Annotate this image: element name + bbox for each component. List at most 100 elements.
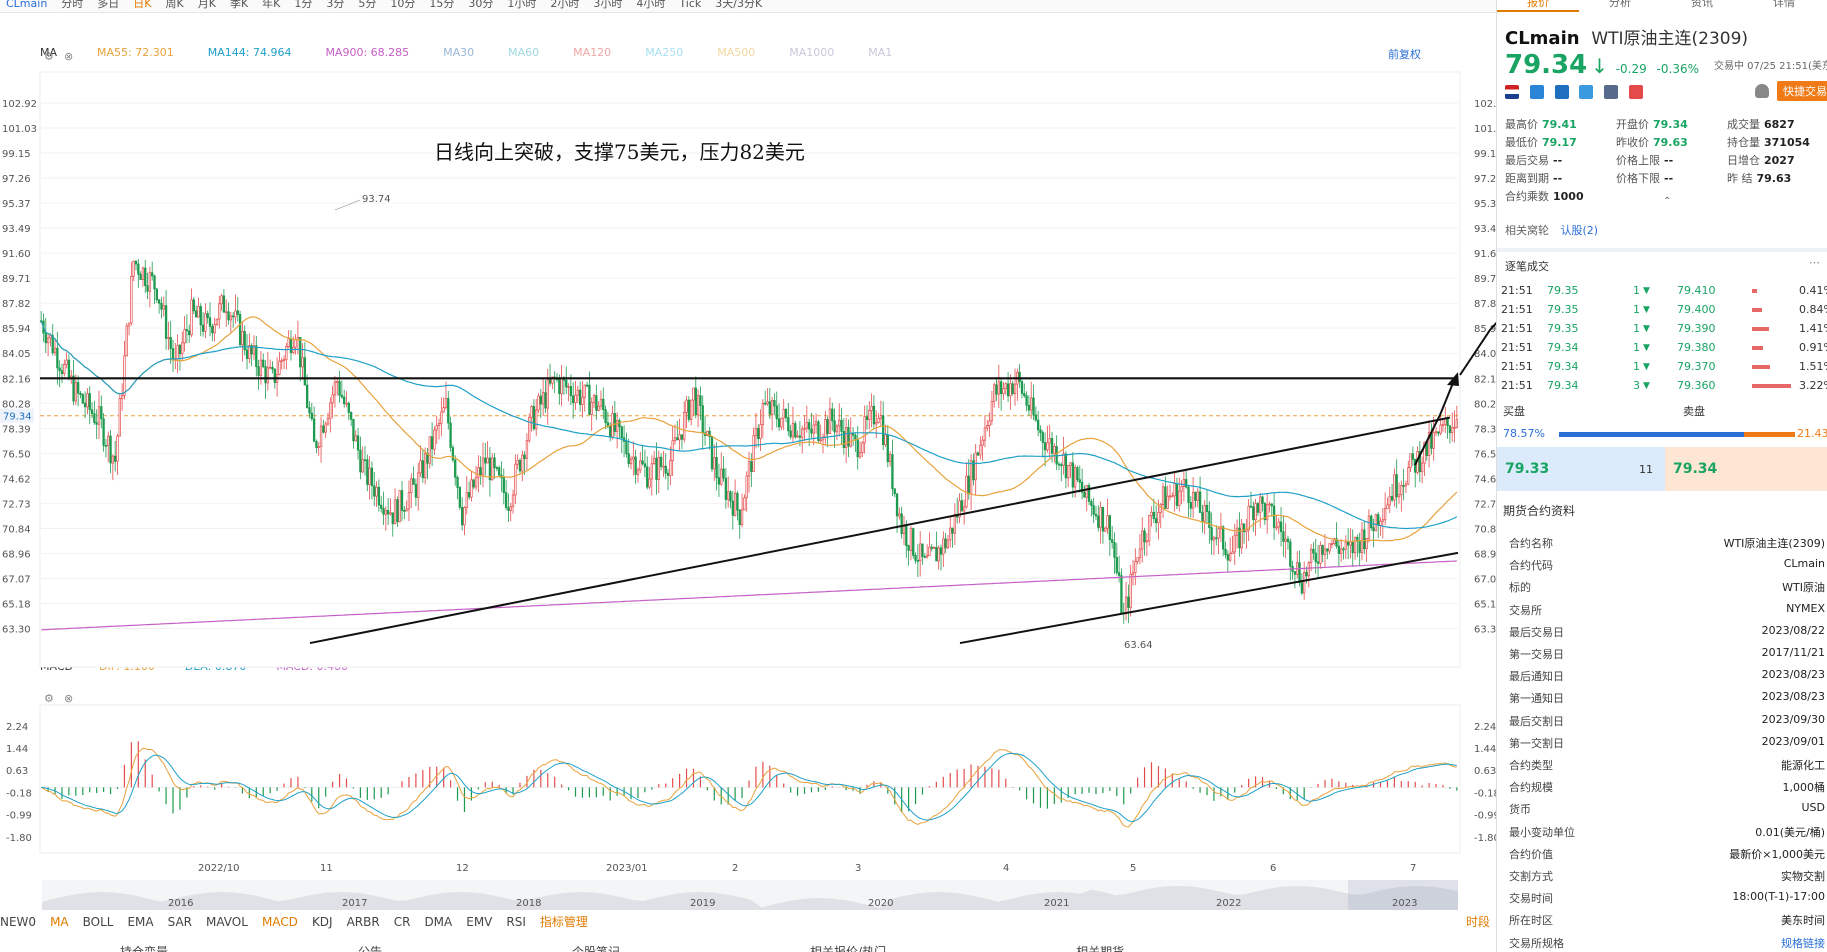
info-value: WTI原油 [1782,581,1825,595]
indicator-tab[interactable]: NEW0 [0,915,37,929]
timeframe-tab[interactable]: 周K [165,0,184,10]
stat-value: 79.17 [1542,136,1577,149]
ma-legend-item[interactable]: MA1000 [789,46,835,59]
ma-legend-item[interactable]: MA900: 68.285 [325,46,410,59]
overview-year: 2018 [516,898,541,909]
doc-icon[interactable] [1604,84,1619,99]
stat-cell: 最后交易 -- [1505,152,1562,168]
macd-y-right: -1.80 [1474,833,1496,844]
timeframe-tab[interactable]: 5分 [358,0,377,10]
indicator-tab[interactable]: RSI [506,915,526,929]
ask-box[interactable]: 79.34 [1665,447,1827,491]
footer-tab[interactable]: 持仓变量 [120,945,169,952]
footer-tab[interactable]: 公告 [358,945,383,952]
indicator-tab[interactable]: ARBR [346,915,380,929]
indicator-tab[interactable]: BOLL [82,915,114,929]
indicator-tab[interactable]: EMV [466,915,493,929]
ma-legend-item[interactable]: MA55: 72.301 [97,46,174,59]
macd-y-left: -1.80 [6,833,32,844]
timeframe-tab[interactable]: 季K [229,0,249,10]
timeframe-tabs: CLmain 分时 多日 日K 周K 月K 季K 年K 1分 3分 5分 10分 15分 30分 1小时 2小… [6,0,776,11]
ticks-title: 逐笔成交 [1505,260,1549,273]
timeframe-tab[interactable]: 分时 [61,0,84,10]
related-link[interactable]: 认股(2) [1560,224,1599,237]
footer-tab[interactable]: 个股笔记 [572,945,621,952]
y-tick-left: 91.60 [2,249,31,260]
indicator-tab[interactable]: 指标管理 [539,915,588,929]
timeframe-tab[interactable]: 3小时 [593,0,623,10]
stat-value: 79.34 [1653,118,1688,131]
stat-cell: 开盘价 79.34 [1616,116,1688,132]
tag-icon[interactable] [1579,84,1594,99]
ma-legend-item[interactable]: MA60 [508,46,540,59]
indicator-tab[interactable]: MAVOL [206,915,248,929]
timeframe-tab[interactable]: 多日 [97,0,120,10]
collapse-icon[interactable]: ⌃ [1663,196,1672,207]
macd-y-right: -0.18 [1474,788,1496,799]
timeframe-tab[interactable]: 1小时 [507,0,537,10]
y-tick-right: 76.50 [1474,449,1496,460]
footer-tab[interactable]: 相关期货 [1076,945,1125,952]
timeframe-tab[interactable]: 15分 [429,0,455,10]
footer-tab[interactable]: 相关报价/热门 [810,945,887,952]
channel-upper-line [309,416,1451,645]
y-tick-left: 102.92 [2,99,37,110]
dif-line [40,747,1457,828]
indicator-tab[interactable]: KDJ [311,915,333,929]
timeframe-tab[interactable]: 30分 [468,0,494,10]
quick-trade-button[interactable]: 快捷交易 [1777,81,1827,101]
timeframe-tab[interactable]: 4小时 [636,0,666,10]
timeframe-tab[interactable]: 日K [133,0,152,10]
indicator-tab[interactable]: SAR [167,915,193,929]
indicator-tab[interactable]: MACD [261,915,298,929]
ma-legend-item[interactable]: MA30 [443,46,475,59]
chart-icon[interactable] [1554,84,1569,99]
quote-tab[interactable]: 资讯 [1691,0,1713,9]
info-value[interactable]: 规格链接 [1781,936,1825,950]
timeframe-tab[interactable]: 年K [262,0,281,10]
quote-tab[interactable]: 报价 [1497,0,1579,12]
quote-tab[interactable]: 分析 [1609,0,1631,9]
ma-legend-item[interactable]: MA1 [868,46,893,59]
info-key: 标的 [1509,581,1531,595]
main-chart[interactable]: 102.92 102.92 101.03 101.03 99.15 99.15 97.26 9… [0,0,1496,952]
ma-legend-item[interactable]: MA144: 74.964 [207,46,292,59]
ma-legend-item[interactable]: MA500 [717,46,756,59]
indicator-tab[interactable]: DMA [424,915,453,929]
timeframe-tab[interactable]: 3天/3分K [715,0,763,10]
indicator-tab[interactable]: CR [393,915,411,929]
y-tick-right: 82.16 [1474,374,1496,385]
stat-key: 昨收价 [1616,136,1649,149]
macd-y-left: -0.99 [6,811,32,822]
quote-panel: 报价 分析 资讯 详情 CLmain WTI原油主连(2309) 79.34 ↓ -0… [1496,0,1827,952]
indicator-tab[interactable]: MA [50,915,69,929]
candles [39,258,1459,624]
exchange-icon[interactable] [1529,84,1544,99]
session-label[interactable]: 时段 [1466,915,1491,929]
macd-y-left: 0.63 [6,766,28,777]
timeframe-tab[interactable]: 3分 [326,0,345,10]
timeframe-tab[interactable]: Tick [679,0,702,10]
heart-icon[interactable] [1629,84,1644,99]
info-key: 交割方式 [1509,870,1553,883]
info-key: 最小变动单位 [1509,825,1575,839]
instrument-name: WTI原油主连(2309) [1591,29,1749,49]
timeframe-tab[interactable]: 月K [197,0,216,10]
bell-icon[interactable] [1755,84,1769,98]
x-tick: 6 [1270,863,1276,874]
more-icon[interactable]: ⋯ [1809,256,1820,269]
ma-legend-item[interactable]: MA120 [573,46,612,59]
y-tick-left: 97.26 [2,174,31,185]
quote-tab[interactable]: 详情 [1773,0,1795,9]
adjust-label[interactable]: 前复权 [1388,48,1421,61]
ma-legend-item[interactable]: MA250 [645,46,684,59]
timeframe-tab[interactable]: CLmain [6,0,48,10]
indicator-tab[interactable]: EMA [127,915,154,929]
timeframe-tab[interactable]: 1分 [294,0,313,10]
timeframe-tab[interactable]: 10分 [390,0,416,10]
bid-pct: 78.57% [1503,427,1545,440]
bid-box[interactable]: 79.33 11 [1497,447,1665,491]
timeframe-tab[interactable]: 2小时 [550,0,580,10]
ma-indicator-name[interactable]: MA [40,46,58,59]
overview-window[interactable] [1348,880,1458,910]
